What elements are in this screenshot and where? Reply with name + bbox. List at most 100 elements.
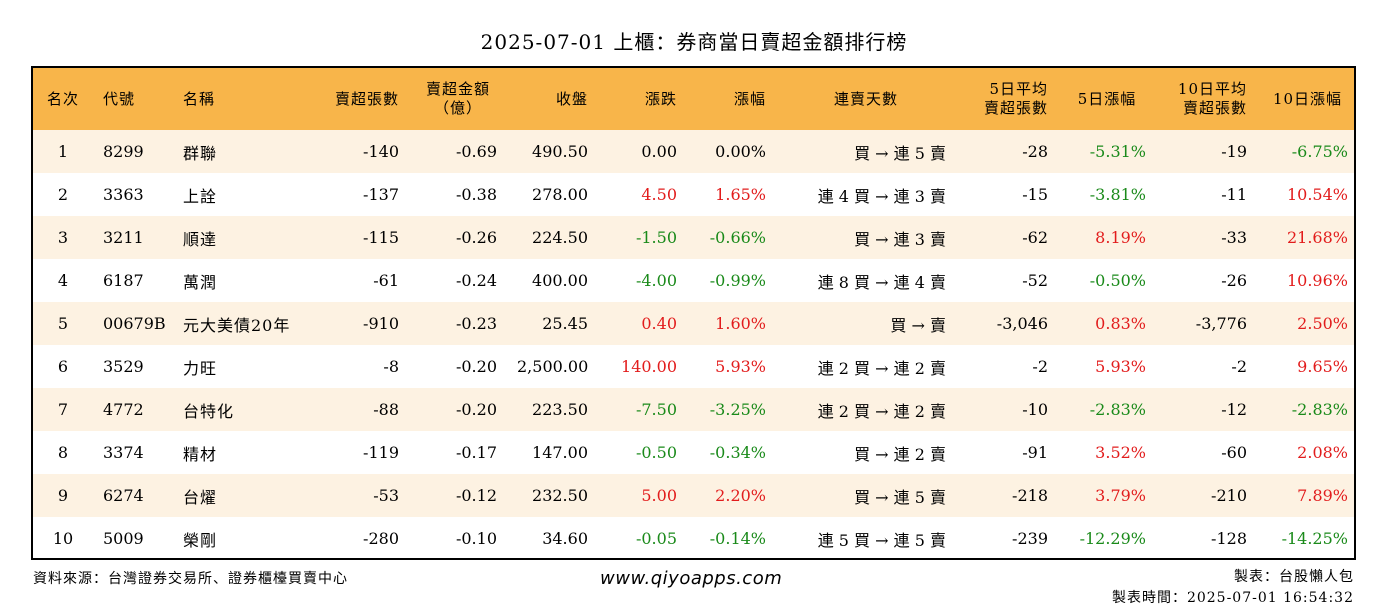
- generated-time: 製表時間：2025-07-01 16:54:32: [1111, 590, 1354, 606]
- cell-close: 147.00: [532, 443, 588, 462]
- cell-rank: 7: [57, 400, 69, 419]
- cell-rank: 2: [57, 185, 69, 204]
- cell-sell-amount: -0.23: [455, 314, 497, 333]
- cell-avg10: -210: [1211, 486, 1247, 505]
- cell-name: 台特化: [183, 401, 235, 421]
- cell-sell-amount: -0.17: [455, 443, 497, 462]
- footer-credits: 製表：台股懶人包 製表時間：2025-07-01 16:54:32: [1112, 567, 1354, 609]
- cell-code: 6187: [103, 271, 144, 290]
- cell-change: -4.00: [635, 271, 677, 290]
- cell-change: 140.00: [621, 357, 677, 376]
- cell-change: -0.50: [635, 443, 677, 462]
- cell-pct10: 2.50%: [1297, 314, 1348, 333]
- cell-sell-amount: -0.38: [455, 185, 497, 204]
- cell-change: -7.50: [635, 400, 677, 419]
- cell-change-pct: -0.34%: [709, 443, 766, 462]
- cell-avg10: -2: [1231, 357, 1247, 376]
- cell-code: 4772: [103, 400, 144, 419]
- cell-sell-shares: -910: [363, 314, 399, 333]
- table-row: 10 5009 榮剛 -280 -0.10 34.60 -0.05 -0.14% 連 5 買 →…: [33, 517, 1354, 558]
- cell-close: 232.50: [532, 486, 588, 505]
- cell-change: -0.05: [635, 529, 677, 548]
- cell-sell-shares: -280: [363, 529, 399, 548]
- cell-sell-shares: -137: [363, 185, 399, 204]
- cell-pct10: -6.75%: [1291, 142, 1348, 161]
- cell-avg5: -218: [1012, 486, 1048, 505]
- cell-sell-shares: -115: [363, 228, 399, 247]
- cell-close: 224.50: [532, 228, 588, 247]
- cell-change-pct: -3.25%: [709, 400, 766, 419]
- cell-code: 3529: [103, 357, 144, 376]
- cell-close: 223.50: [532, 400, 588, 419]
- cell-avg10: -12: [1221, 400, 1247, 419]
- cell-rank: 3: [57, 228, 69, 247]
- cell-change: 4.50: [641, 185, 677, 204]
- cell-rank: 9: [57, 486, 69, 505]
- cell-rank: 6: [57, 357, 69, 376]
- cell-days: 買 → 連 3 賣: [854, 229, 946, 249]
- cell-pct10: 10.96%: [1286, 271, 1348, 290]
- cell-name: 台燿: [183, 487, 218, 507]
- cell-pct10: -2.83%: [1291, 400, 1348, 419]
- cell-close: 490.50: [532, 142, 588, 161]
- cell-days: 買 → 連 5 賣: [854, 143, 946, 163]
- header-avg5: 5日平均 賣超張數: [983, 80, 1048, 117]
- cell-close: 34.60: [542, 529, 588, 548]
- cell-avg10: -128: [1211, 529, 1247, 548]
- cell-change: 0.40: [641, 314, 677, 333]
- cell-avg5: -62: [1022, 228, 1048, 247]
- cell-sell-amount: -0.26: [455, 228, 497, 247]
- cell-name: 順達: [183, 229, 218, 249]
- cell-days: 買 → 連 5 賣: [854, 487, 946, 507]
- header-avg10: 10日平均 賣超張數: [1177, 80, 1247, 117]
- cell-pct5: -0.50%: [1089, 271, 1146, 290]
- cell-sell-shares: -61: [373, 271, 399, 290]
- cell-change-pct: 1.60%: [715, 314, 766, 333]
- cell-pct10: 10.54%: [1286, 185, 1348, 204]
- cell-avg5: -10: [1022, 400, 1048, 419]
- cell-change-pct: 1.65%: [715, 185, 766, 204]
- cell-avg5: -15: [1022, 185, 1048, 204]
- header-name: 名稱: [183, 89, 216, 108]
- cell-days: 連 8 買 → 連 4 賣: [817, 272, 946, 292]
- header-change: 漲跌: [644, 89, 677, 108]
- cell-pct5: 0.83%: [1095, 314, 1146, 333]
- cell-sell-shares: -140: [363, 142, 399, 161]
- cell-code: 5009: [103, 529, 144, 548]
- cell-change: -1.50: [635, 228, 677, 247]
- cell-close: 25.45: [542, 314, 588, 333]
- cell-pct5: 8.19%: [1095, 228, 1146, 247]
- cell-pct10: 21.68%: [1286, 228, 1348, 247]
- header-days: 連賣天數: [833, 89, 898, 108]
- cell-code: 8299: [103, 142, 144, 161]
- cell-pct5: 3.79%: [1095, 486, 1146, 505]
- cell-avg10: -11: [1221, 185, 1247, 204]
- cell-sell-amount: -0.20: [455, 400, 497, 419]
- table-row: 2 3363 上詮 -137 -0.38 278.00 4.50 1.65% 連 4 買 → 連…: [33, 173, 1354, 216]
- table-row: 5 00679B 元大美債20年 -910 -0.23 25.45 0.40 1.60% 買 →…: [33, 302, 1354, 345]
- cell-avg10: -26: [1221, 271, 1247, 290]
- cell-code: 00679B: [103, 314, 166, 333]
- cell-days: 買 → 連 2 賣: [854, 444, 946, 464]
- cell-change-pct: -0.66%: [709, 228, 766, 247]
- cell-change-pct: 2.20%: [715, 486, 766, 505]
- header-close: 收盤: [555, 89, 588, 108]
- header-rank: 名次: [46, 89, 79, 108]
- cell-avg5: -91: [1022, 443, 1048, 462]
- cell-sell-shares: -8: [383, 357, 399, 376]
- cell-name: 榮剛: [183, 530, 218, 550]
- cell-pct10: -14.25%: [1281, 529, 1348, 548]
- cell-sell-shares: -88: [373, 400, 399, 419]
- cell-days: 連 5 買 → 連 5 賣: [817, 530, 946, 550]
- cell-close: 278.00: [532, 185, 588, 204]
- cell-rank: 4: [57, 271, 69, 290]
- cell-pct5: -2.83%: [1089, 400, 1146, 419]
- cell-code: 6274: [103, 486, 144, 505]
- cell-rank: 5: [57, 314, 69, 333]
- cell-rank: 10: [52, 529, 74, 548]
- cell-change: 0.00: [641, 142, 677, 161]
- cell-pct5: -5.31%: [1089, 142, 1146, 161]
- cell-avg5: -52: [1022, 271, 1048, 290]
- website-link[interactable]: www.qiyoapps.com: [600, 568, 783, 589]
- cell-close: 400.00: [532, 271, 588, 290]
